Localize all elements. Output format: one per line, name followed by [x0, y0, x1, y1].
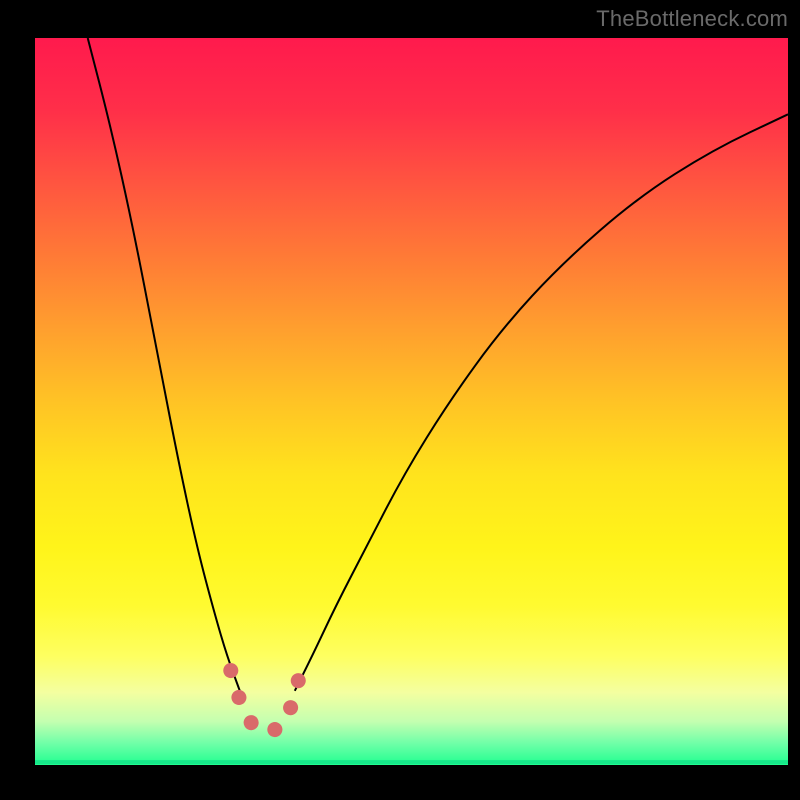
bottleneck-chart: [0, 0, 800, 800]
plot-background: [35, 38, 788, 765]
